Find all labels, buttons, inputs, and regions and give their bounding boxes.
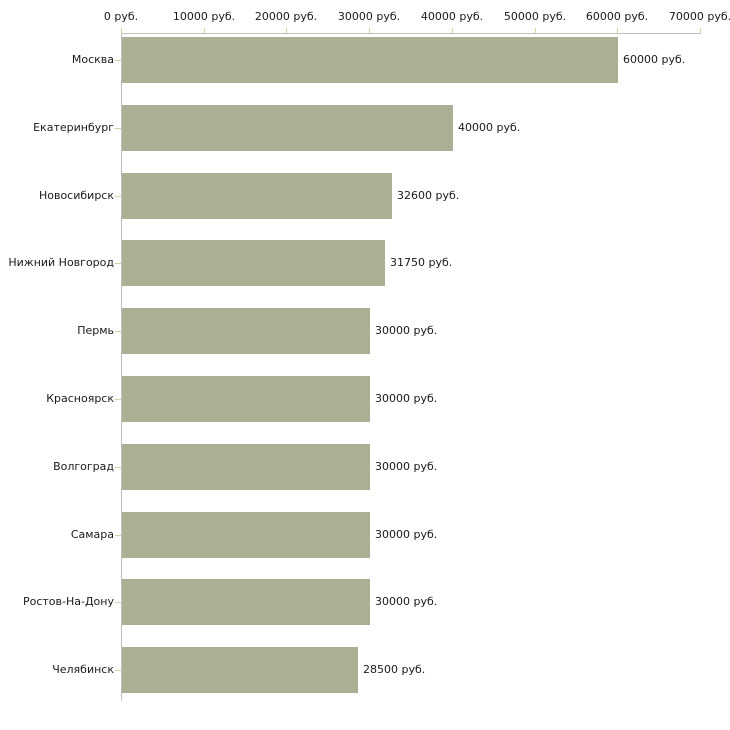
value-label: 30000 руб. [375, 460, 438, 473]
x-axis-tick-label: 0 руб. [103, 10, 139, 23]
value-label: 60000 руб. [623, 53, 686, 66]
category-label: Новосибирск [38, 189, 114, 202]
category-label: Ростов-На-Дону [22, 595, 114, 608]
bar [122, 37, 618, 83]
category-tick [115, 535, 121, 536]
value-label: 30000 руб. [375, 595, 438, 608]
bar [122, 105, 453, 151]
category-label: Нижний Новгород [8, 256, 114, 269]
category-tick [115, 60, 121, 61]
bar [122, 444, 370, 490]
x-axis-tick-label: 60000 руб. [585, 10, 649, 23]
category-label: Красноярск [46, 392, 114, 405]
category-label: Екатеринбург [33, 121, 114, 134]
category-tick [115, 331, 121, 332]
x-axis-tick [204, 28, 205, 34]
value-label: 30000 руб. [375, 392, 438, 405]
x-axis-tick-label: 30000 руб. [337, 10, 401, 23]
x-axis-tick-label: 50000 руб. [503, 10, 567, 23]
x-axis-tick-label: 10000 руб. [172, 10, 236, 23]
x-axis-tick-label: 40000 руб. [420, 10, 484, 23]
category-tick [115, 399, 121, 400]
x-axis-tick-label: 70000 руб. [668, 10, 730, 23]
bar [122, 240, 385, 286]
value-label: 32600 руб. [397, 189, 460, 202]
x-axis-tick [452, 28, 453, 34]
category-tick [115, 196, 121, 197]
category-tick [115, 263, 121, 264]
x-axis-tick [369, 28, 370, 34]
y-axis-line [121, 33, 122, 701]
x-axis-line [121, 33, 701, 34]
bar [122, 647, 358, 693]
value-label: 40000 руб. [458, 121, 521, 134]
value-label: 30000 руб. [375, 528, 438, 541]
value-label: 31750 руб. [390, 256, 453, 269]
category-tick [115, 467, 121, 468]
bar [122, 376, 370, 422]
x-axis-tick [121, 28, 122, 34]
x-axis-tick-label: 20000 руб. [254, 10, 318, 23]
value-label: 30000 руб. [375, 324, 438, 337]
category-label: Волгоград [53, 460, 114, 473]
category-label: Челябинск [52, 663, 114, 676]
bar [122, 173, 392, 219]
category-label: Самара [70, 528, 114, 541]
category-label: Пермь [77, 324, 114, 337]
category-tick [115, 670, 121, 671]
x-axis-tick [535, 28, 536, 34]
category-label: Москва [71, 53, 114, 66]
bar [122, 512, 370, 558]
x-axis-tick [617, 28, 618, 34]
x-axis-tick [700, 28, 701, 34]
value-label: 28500 руб. [363, 663, 426, 676]
bar [122, 579, 370, 625]
category-tick [115, 128, 121, 129]
bar [122, 308, 370, 354]
category-tick [115, 602, 121, 603]
x-axis-tick [286, 28, 287, 34]
